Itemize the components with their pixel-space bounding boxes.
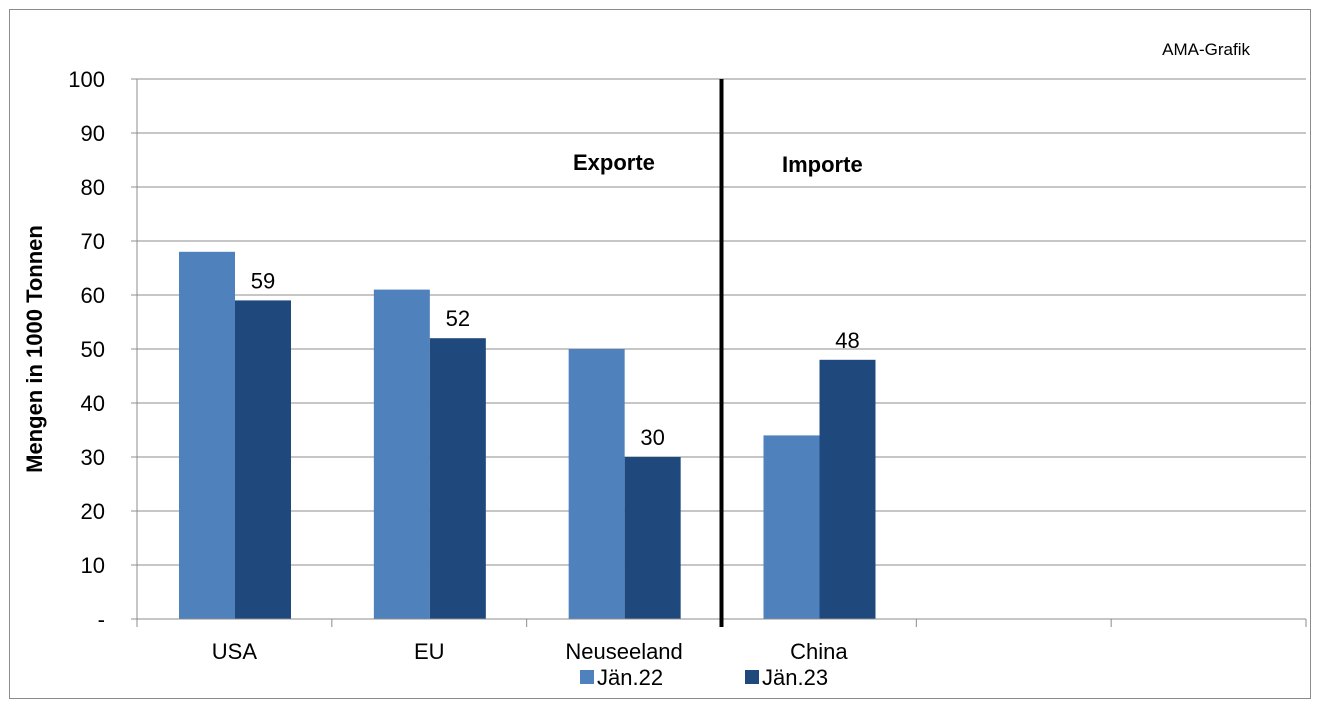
y-tick-label: 80	[81, 175, 105, 200]
y-axis-label: Mengen in 1000 Tonnen	[22, 225, 47, 473]
bar-Jän.23-China	[819, 359, 876, 619]
y-tick-label: 30	[81, 445, 105, 470]
bar-Jän.22-EU	[373, 289, 430, 619]
y-tick-label: 20	[81, 499, 105, 524]
y-tick-label: 90	[81, 121, 105, 146]
bar-Jän.23-Neuseeland	[624, 457, 681, 619]
y-tick-label: 40	[81, 391, 105, 416]
legend-label-0: Jän.22	[597, 665, 663, 690]
data-label: 52	[446, 306, 470, 331]
data-label: 30	[640, 425, 664, 450]
data-label: 48	[835, 328, 859, 353]
x-tick-label: EU	[414, 639, 445, 664]
x-tick-label: China	[790, 639, 848, 664]
bar-Jän.23-USA	[235, 300, 291, 619]
exports-annotation: Exporte	[573, 150, 655, 175]
bar-Jän.23-EU	[429, 338, 486, 619]
x-tick-label: USA	[212, 639, 258, 664]
y-tick-label: -	[98, 607, 105, 632]
legend-swatch-1	[745, 670, 759, 684]
legend-swatch-0	[580, 670, 594, 684]
y-tick-label: 10	[81, 553, 105, 578]
bar-Jän.22-China	[763, 435, 820, 619]
x-tick-label: Neuseeland	[565, 639, 682, 664]
chart-frame	[9, 9, 1311, 699]
legend: Jän.22 Jän.23	[580, 665, 828, 690]
imports-annotation: Importe	[782, 152, 863, 177]
bar-Jän.22-USA	[179, 251, 235, 620]
y-tick-label: 50	[81, 337, 105, 362]
data-label: 59	[251, 268, 275, 293]
bar-Jän.22-Neuseeland	[568, 349, 625, 619]
chart-credit: AMA-Grafik	[1162, 40, 1250, 59]
y-tick-label: 60	[81, 283, 105, 308]
axes	[131, 78, 1307, 627]
y-tick-label: 100	[68, 67, 105, 92]
y-tick-label: 70	[81, 229, 105, 254]
labels: - 10 20 30 40 50 60 70 80 90 100 59 52 30 48 USA EU Neuse…	[68, 67, 859, 664]
bars	[179, 251, 876, 620]
legend-label-1: Jän.23	[762, 665, 828, 690]
